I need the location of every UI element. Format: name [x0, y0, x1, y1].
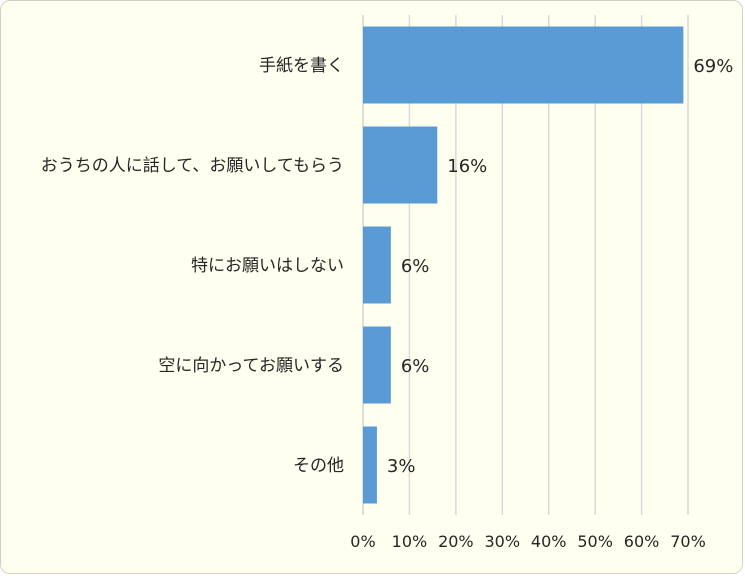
- x-tick-label: 10%: [392, 532, 428, 551]
- x-tick-label: 30%: [485, 532, 521, 551]
- bar: [363, 326, 391, 404]
- category-label: 手紙を書く: [259, 56, 344, 76]
- data-label: 6%: [401, 356, 430, 377]
- data-label: 6%: [401, 256, 430, 277]
- bar: [363, 226, 391, 304]
- x-tick-label: 20%: [438, 532, 474, 551]
- data-label: 16%: [447, 156, 487, 177]
- bar: [363, 26, 684, 104]
- category-label: 特にお願いはしない: [191, 256, 344, 276]
- bar: [363, 426, 377, 504]
- category-label: その他: [293, 456, 344, 476]
- x-tick-label: 0%: [350, 532, 375, 551]
- x-tick-label: 50%: [577, 532, 613, 551]
- bar: [363, 126, 438, 204]
- data-label: 69%: [693, 56, 733, 77]
- labels: 0% 10% 20% 30% 40% 50% 60% 70% 手紙を書く 69% おうちの人に話して…: [41, 56, 734, 551]
- data-label: 3%: [387, 456, 416, 477]
- x-tick-label: 60%: [624, 532, 660, 551]
- x-tick-label: 70%: [670, 532, 706, 551]
- bars: [363, 26, 684, 504]
- x-tick-label: 40%: [531, 532, 567, 551]
- category-label: 空に向かってお願いする: [158, 356, 344, 376]
- category-label: おうちの人に話して、お願いしてもらう: [41, 156, 344, 176]
